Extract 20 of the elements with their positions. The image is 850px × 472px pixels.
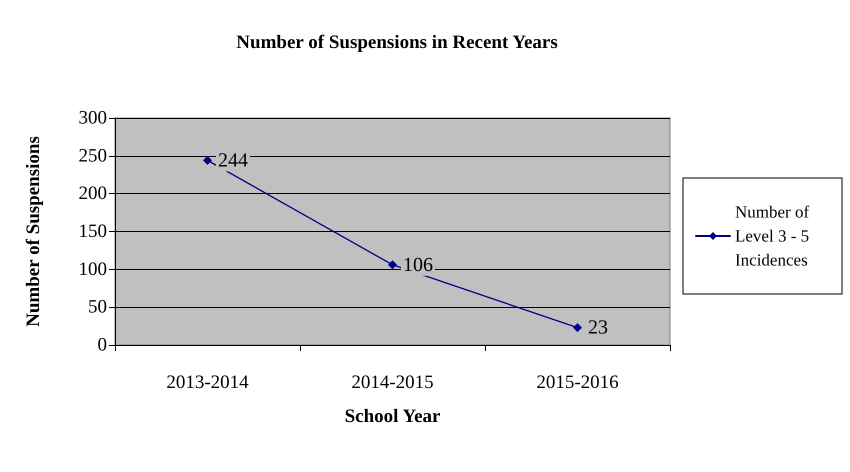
y-tick-label: 300 [78, 108, 107, 128]
point [573, 323, 582, 332]
y-tick-label: 200 [78, 183, 107, 204]
y-tick-label: 250 [78, 145, 107, 166]
x-tick-label: 2013-2014 [166, 372, 250, 393]
x-tick-label: 2015-2016 [536, 372, 619, 393]
legend-label: Number of Level 3 - 5 Incidences [735, 202, 814, 270]
point [388, 260, 397, 270]
data-label: 23 [588, 316, 608, 339]
y-tick-label: 150 [78, 221, 107, 242]
data-label: 244 [218, 149, 248, 172]
x-tick-label: 2014-2015 [351, 372, 434, 393]
x-axis-title: School Year [344, 406, 441, 427]
data-label: 106 [403, 254, 433, 276]
chart-title: Number of Suspensions in Recent Years [236, 32, 558, 53]
y-tick-label: 100 [78, 258, 107, 280]
y-axis-title: Number of Suspensions [23, 136, 44, 327]
y-tick-label: 0 [98, 334, 107, 356]
y-tick-label: 50 [88, 296, 107, 318]
point [203, 156, 212, 165]
